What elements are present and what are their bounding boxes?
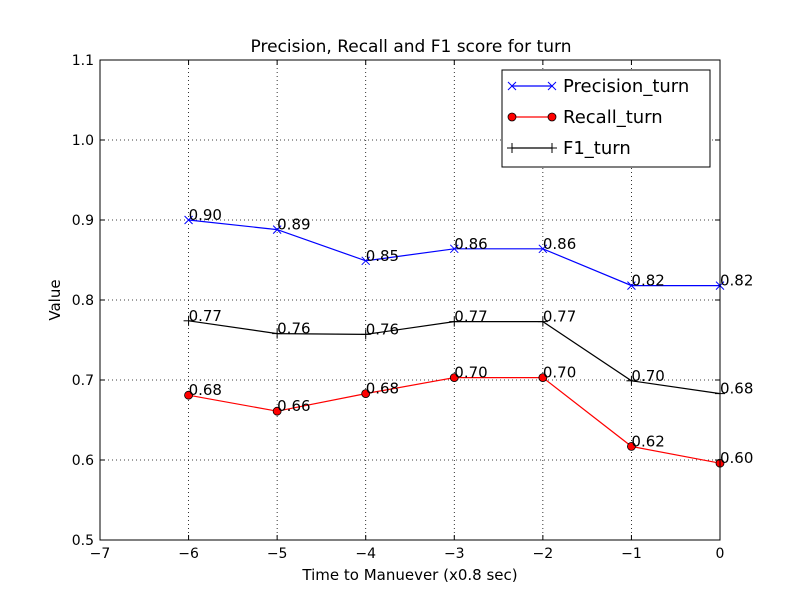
data-label-recall-turn: 0.68: [189, 381, 222, 399]
legend: Precision_turn Recall_turn F1_turn: [501, 69, 711, 168]
point-precision-turn: [184, 215, 193, 225]
data-label-precision-turn: 0.86: [454, 235, 487, 253]
data-label-f1-turn: 0.68: [720, 380, 753, 398]
legend-label: Recall_turn: [563, 107, 663, 128]
legend-label: Precision_turn: [563, 76, 689, 97]
data-label-recall-turn: 0.70: [543, 364, 576, 382]
x-tick-label: −1: [621, 546, 642, 562]
legend-item-f1-turn: F1_turn: [507, 138, 631, 159]
point-precision-turn: [272, 225, 282, 234]
legend-item-recall-turn: Recall_turn: [507, 107, 663, 128]
x-tick-label: 0: [716, 546, 725, 562]
point-precision-turn: [627, 281, 636, 290]
x-tick-label: −5: [267, 546, 288, 562]
data-label-f1-turn: 0.70: [631, 367, 664, 385]
data-label-recall-turn: 0.70: [454, 364, 487, 382]
legend-marker: [547, 112, 557, 122]
data-label-precision-turn: 0.89: [277, 216, 310, 234]
y-tick-label: 0.8: [72, 293, 94, 309]
data-labels: 0.90 0.89 0.85 0.86 0.86 0.82 0.82 0.68 0.66 0.68…: [189, 206, 754, 467]
data-label-f1-turn: 0.76: [366, 320, 399, 338]
y-tick-label: 1.1: [72, 53, 94, 69]
legend-item-precision-turn: Precision_turn: [507, 76, 689, 97]
y-tick-label: 1.0: [72, 133, 94, 149]
x-tick-label: −7: [90, 546, 111, 562]
legend-marker: [507, 81, 517, 91]
legend-marker: [547, 81, 557, 91]
point-recall-turn: [361, 389, 371, 399]
data-label-f1-turn: 0.77: [543, 308, 576, 326]
point-f1-turn: [449, 316, 460, 327]
series-layer: [183, 215, 725, 468]
point-recall-turn: [449, 373, 459, 383]
data-label-f1-turn: 0.77: [189, 307, 222, 325]
data-label-precision-turn: 0.85: [366, 247, 399, 265]
data-label-f1-turn: 0.76: [277, 320, 310, 338]
data-label-f1-turn: 0.77: [454, 308, 487, 326]
data-label-precision-turn: 0.82: [720, 272, 753, 290]
data-label-precision-turn: 0.82: [631, 272, 664, 290]
legend-marker: [507, 143, 517, 153]
point-recall-turn: [627, 441, 636, 451]
series-precision-turn: [184, 215, 725, 290]
x-tick-label: −3: [444, 546, 465, 562]
y-tick-label: 0.9: [72, 213, 94, 229]
x-tick-label: −4: [355, 546, 376, 562]
axis-ticks: −7 −6 −5 −4 −3 −2 −1 0 0.5 0.6 0.7 0.8 0.9 1.0 1.1: [72, 53, 725, 562]
y-tick-label: 0.5: [72, 533, 94, 549]
point-recall-turn: [184, 390, 193, 400]
chart-title: Precision, Recall and F1 score for turn: [251, 37, 572, 57]
point-recall-turn: [272, 406, 282, 416]
point-precision-turn: [361, 256, 371, 266]
legend-label: F1_turn: [563, 138, 631, 159]
data-label-precision-turn: 0.90: [189, 206, 222, 224]
y-tick-label: 0.7: [72, 373, 94, 389]
legend-marker: [507, 112, 517, 122]
point-f1-turn: [183, 315, 194, 326]
point-f1-turn: [537, 316, 548, 327]
point-f1-turn: [360, 329, 371, 340]
series-f1-turn: [183, 315, 725, 399]
point-f1-turn: [272, 328, 283, 339]
y-tick-label: 0.6: [72, 453, 94, 469]
point-precision-turn: [449, 244, 459, 254]
x-axis-label: Time to Manuever (x0.8 sec): [301, 566, 517, 584]
data-label-recall-turn: 0.62: [631, 432, 664, 450]
y-axis-label: Value: [46, 279, 64, 320]
data-label-precision-turn: 0.86: [543, 235, 576, 253]
data-label-recall-turn: 0.60: [720, 449, 753, 467]
point-f1-turn: [626, 375, 637, 386]
data-label-recall-turn: 0.66: [277, 397, 310, 415]
x-tick-label: −2: [533, 546, 554, 562]
x-tick-label: −6: [178, 546, 199, 562]
data-label-recall-turn: 0.68: [366, 380, 399, 398]
legend-marker: [547, 143, 557, 153]
point-recall-turn: [538, 373, 548, 383]
point-precision-turn: [538, 244, 548, 254]
